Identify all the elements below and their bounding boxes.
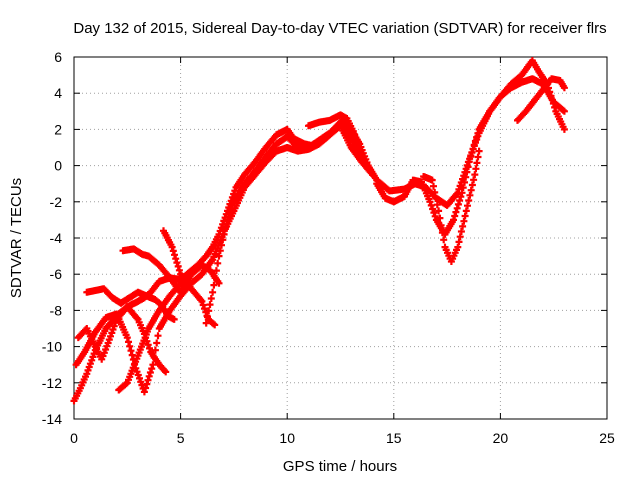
data-series — [72, 118, 376, 396]
series-markers — [305, 111, 364, 151]
series-markers — [115, 274, 191, 394]
series-markers — [160, 227, 219, 329]
x-tick-label: 15 — [386, 430, 402, 446]
x-axis: 0 5 10 15 20 25 — [70, 57, 615, 446]
y-tick-label: 2 — [54, 121, 62, 137]
y-tick-label: 6 — [54, 49, 62, 65]
data-series — [202, 122, 376, 327]
data-series — [420, 147, 483, 265]
data-series — [514, 75, 568, 124]
x-tick-label: 25 — [599, 430, 615, 446]
data-series — [305, 111, 364, 151]
y-axis: -14 -12 -10 -8 -6 -4 -2 0 2 4 6 — [42, 49, 607, 427]
data-layer — [70, 57, 568, 405]
y-tick-label: -4 — [50, 230, 63, 246]
data-series — [160, 227, 219, 329]
chart-title: Day 132 of 2015, Sidereal Day-to-day VTE… — [73, 20, 606, 37]
y-tick-label: 0 — [54, 158, 62, 174]
series-markers — [420, 147, 483, 265]
series-markers — [514, 75, 568, 124]
y-tick-label: -8 — [50, 302, 63, 318]
y-tick-label: -12 — [42, 375, 62, 391]
y-tick-label: -2 — [50, 194, 63, 210]
series-markers — [72, 118, 376, 396]
series-markers — [202, 122, 376, 327]
x-tick-label: 0 — [70, 430, 78, 446]
series-markers — [83, 285, 178, 323]
y-tick-label: 4 — [54, 85, 62, 101]
x-tick-label: 10 — [279, 430, 295, 446]
y-tick-label: -6 — [50, 266, 63, 282]
x-tick-label: 5 — [177, 430, 185, 446]
x-axis-title: GPS time / hours — [283, 458, 397, 475]
y-axis-title: SDTVAR / TECUs — [8, 178, 25, 298]
data-series — [83, 285, 178, 323]
y-tick-label: -10 — [42, 339, 62, 355]
data-series — [115, 274, 191, 394]
y-tick-label: -14 — [42, 411, 62, 427]
x-tick-label: 20 — [493, 430, 509, 446]
